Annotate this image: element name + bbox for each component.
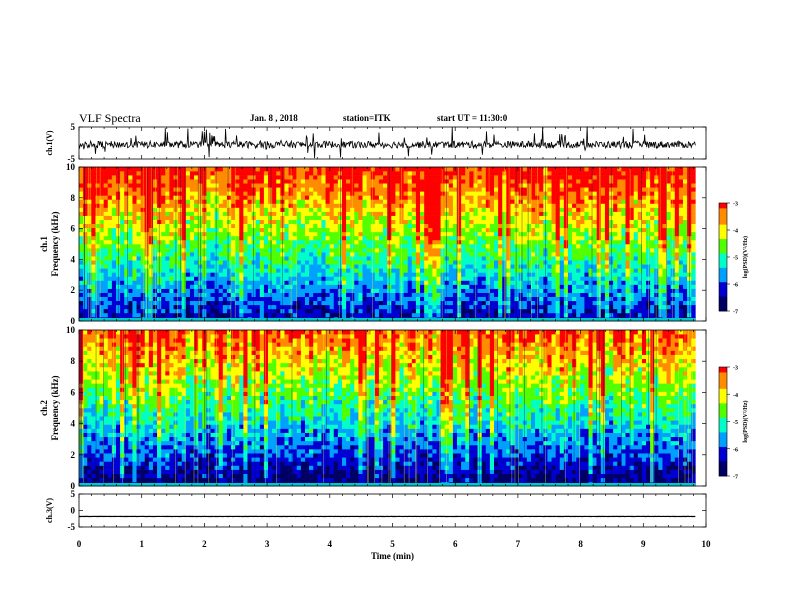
x-tick-label: 2 <box>202 539 207 549</box>
colorbar-tick-label: -6 <box>733 447 738 453</box>
y-tick-label: 5 <box>71 122 76 132</box>
colorbar-tick-label: -7 <box>733 475 738 481</box>
y-tick-label: 0 <box>71 506 76 516</box>
station-label: station=ITK <box>343 113 391 123</box>
colorbar-label: log(PSD)(V²/Hz) <box>742 236 749 278</box>
y-tick-label: 10 <box>66 162 76 172</box>
x-tick-label: 9 <box>641 539 646 549</box>
x-tick-label: 10 <box>702 539 712 549</box>
x-tick-label: 1 <box>139 539 144 549</box>
y-tick-label: 10 <box>66 325 76 335</box>
x-tick-label: 0 <box>77 539 82 549</box>
figure-title: VLF Spectra <box>79 111 141 125</box>
colorbar-tick-label: -7 <box>733 310 738 316</box>
date-label: Jan. 8 , 2018 <box>250 113 298 123</box>
colorbar-label: log(PSD)(V²/Hz) <box>742 400 749 442</box>
x-tick-label: 7 <box>516 539 521 549</box>
colorbar-tick-label: -5 <box>733 256 738 262</box>
x-axis-label: Time (min) <box>371 551 414 561</box>
waveform-1 <box>78 126 696 159</box>
colorbar-1: -3 -4 -5 -6 -7 log(PSD)(V²/Hz) <box>718 202 749 316</box>
spectrogram-floor <box>79 483 696 486</box>
y-axis-label: Frequency (kHz) <box>50 375 60 440</box>
x-tick-label: 4 <box>328 539 333 549</box>
x-tick-label: 5 <box>390 539 395 549</box>
y-tick-label: 6 <box>71 224 76 234</box>
x-tick-label: 8 <box>578 539 583 549</box>
y-tick-label: -5 <box>68 154 76 164</box>
y-tick-label: -5 <box>68 522 76 532</box>
colorbar-tick-label: -3 <box>733 366 738 372</box>
panel-frame-4 <box>78 493 707 528</box>
x-tick-label: 3 <box>265 539 270 549</box>
spectrogram-floor <box>79 318 696 321</box>
y-axis-label: ch.1(V) <box>45 130 54 155</box>
y-tick-label: 5 <box>71 489 76 499</box>
spectrogram-1 <box>79 167 696 322</box>
y-tick-label: 4 <box>71 254 76 264</box>
x-tick-label: 6 <box>453 539 458 549</box>
y-tick-label: 4 <box>71 419 76 429</box>
colorbar-tick-label: -4 <box>733 393 738 399</box>
y-tick-label: 8 <box>71 356 76 366</box>
colorbar-tick-label: -6 <box>733 283 738 289</box>
colorbar-tick-label: -4 <box>733 229 738 235</box>
y-axis-label: ch.3(V) <box>45 498 54 523</box>
y-tick-label: 8 <box>71 193 76 203</box>
colorbar-tick-label: -5 <box>733 420 738 426</box>
y-axis-label: Frequency (kHz) <box>50 211 60 276</box>
y-axis-channel-label: ch.2 <box>39 400 49 416</box>
y-tick-label: 2 <box>71 285 76 295</box>
spectrogram-2 <box>79 330 696 487</box>
colorbar-2: -3 -4 -5 -6 -7 log(PSD)(V²/Hz) <box>718 366 749 481</box>
y-axis-channel-label: ch.1 <box>39 236 49 252</box>
y-tick-label: 0 <box>71 316 76 326</box>
y-tick-label: 2 <box>71 450 76 460</box>
y-tick-label: 0 <box>71 481 76 491</box>
start-ut-label: start UT = 11:30:0 <box>437 113 508 123</box>
colorbar-tick-label: -3 <box>733 202 738 208</box>
y-tick-label: 6 <box>71 387 76 397</box>
